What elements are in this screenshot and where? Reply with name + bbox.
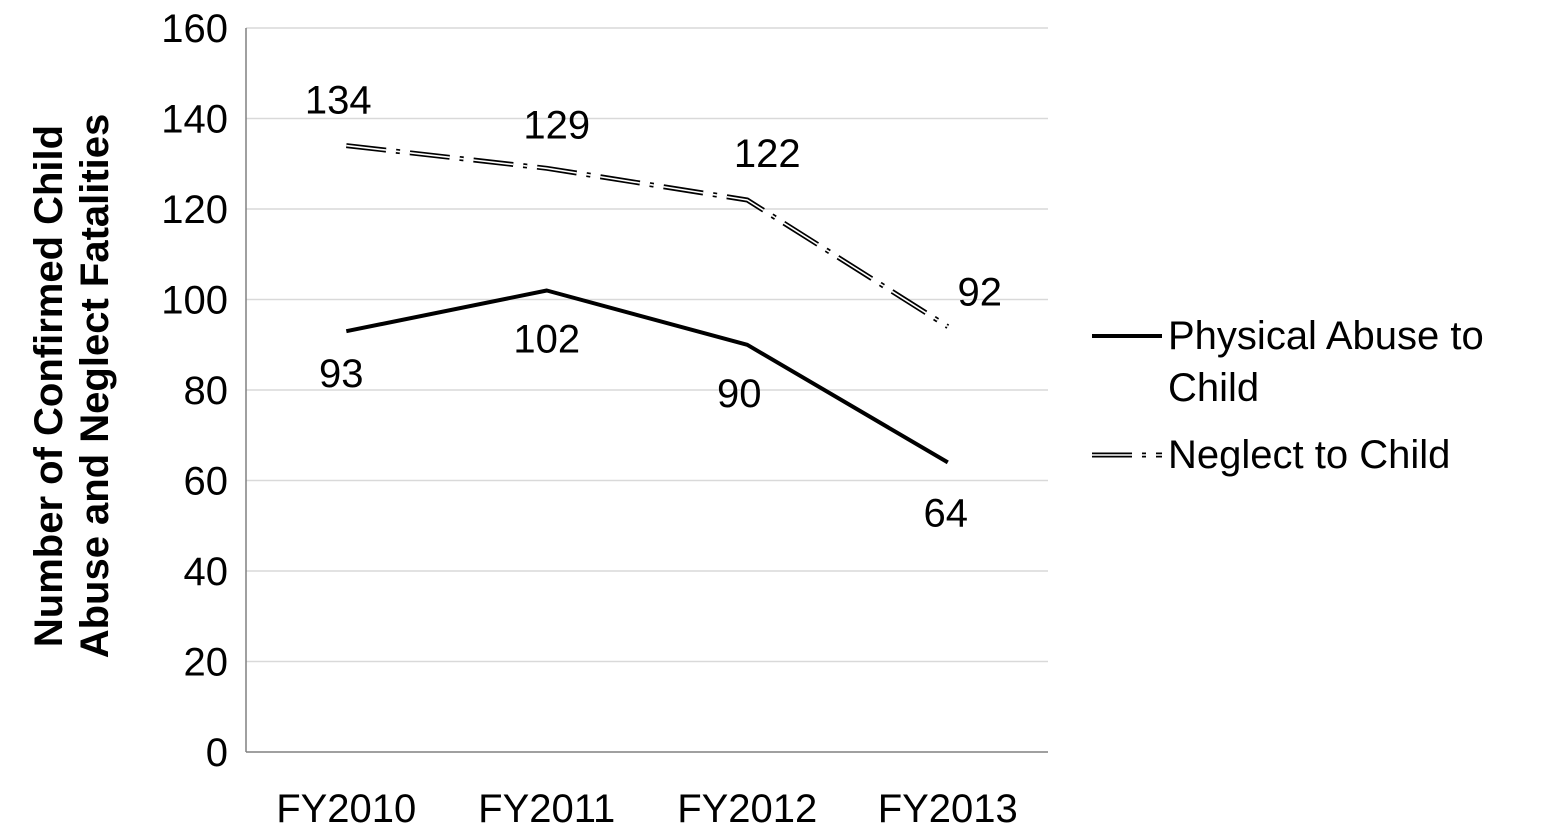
x-tick-label-fy2012: FY2012 (677, 787, 817, 828)
y-axis-title-line-1: Number of Confirmed Child (27, 125, 71, 647)
data-label-neglect-to-child-fy2012: 122 (734, 132, 801, 176)
data-label-physical-abuse-to-child-fy2012: 90 (717, 372, 762, 416)
x-axis-ticks: FY2010 FY2011 FY2012 FY2013 (276, 787, 1018, 828)
series-line-physical-abuse-to-child (346, 291, 948, 463)
y-tick-label-60: 60 (184, 460, 229, 504)
legend-item-physical-abuse: Physical Abuse to Child (1092, 314, 1484, 410)
data-label-physical-abuse-to-child-fy2010: 93 (319, 352, 364, 396)
legend: Physical Abuse to Child Neglect to Child (1092, 314, 1484, 477)
y-tick-label-40: 40 (184, 550, 229, 594)
y-axis-title: Number of Confirmed Child (27, 125, 71, 647)
y-tick-label-20: 20 (184, 641, 229, 685)
y-tick-label-160: 160 (161, 7, 228, 51)
legend-label-neglect: Neglect to Child (1168, 433, 1450, 477)
legend-label-physical-abuse-line-2: Child (1168, 366, 1259, 410)
legend-label-physical-abuse-line-1: Physical Abuse to (1168, 314, 1484, 358)
data-label-neglect-to-child-fy2010: 134 (305, 79, 372, 123)
series-lines (346, 146, 948, 463)
y-axis-title-second: Abuse and Neglect Fatalities (73, 114, 117, 659)
data-label-physical-abuse-to-child-fy2013: 64 (924, 491, 969, 535)
gridlines (246, 28, 1048, 662)
y-tick-label-100: 100 (161, 279, 228, 323)
y-tick-label-120: 120 (161, 188, 228, 232)
data-label-neglect-to-child-fy2011: 129 (523, 103, 590, 147)
y-tick-label-0: 0 (206, 731, 228, 775)
data-label-physical-abuse-to-child-fy2011: 102 (513, 317, 580, 361)
data-label-neglect-to-child-fy2013: 92 (958, 271, 1003, 315)
x-tick-label-fy2011: FY2011 (478, 787, 615, 828)
data-labels: 93 102 90 64 134 129 122 92 (305, 79, 1002, 536)
x-tick-label-fy2013: FY2013 (878, 787, 1018, 828)
legend-item-neglect: Neglect to Child (1092, 433, 1450, 477)
y-axis-ticks: 0 20 40 60 80 100 120 140 160 (161, 7, 228, 775)
x-tick-label-fy2010: FY2010 (276, 787, 416, 828)
y-tick-label-80: 80 (184, 369, 229, 413)
y-tick-label-140: 140 (161, 98, 228, 142)
y-axis-title-line-2: Abuse and Neglect Fatalities (73, 114, 117, 659)
